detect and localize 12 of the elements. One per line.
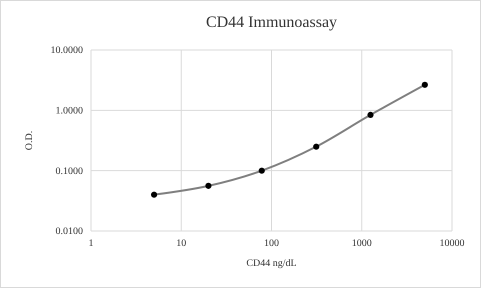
x-tick-label: 1000 xyxy=(352,238,372,250)
x-tick-label: 100 xyxy=(264,238,279,250)
x-tick-label: 10 xyxy=(176,238,186,250)
y-axis-title: O.D. xyxy=(24,130,35,150)
x-axis-title: CD44 ng/dL xyxy=(246,258,297,269)
y-tick-label: 1.0000 xyxy=(56,106,83,117)
y-tick-label: 0.1000 xyxy=(56,166,83,177)
y-tick-label: 10.0000 xyxy=(50,45,83,56)
x-tick-label: 1 xyxy=(88,238,94,250)
x-tick-label: 10000 xyxy=(440,238,464,250)
y-tick-label: 0.0100 xyxy=(56,226,83,238)
chart-title: CD44 Immunoassay xyxy=(206,14,338,31)
